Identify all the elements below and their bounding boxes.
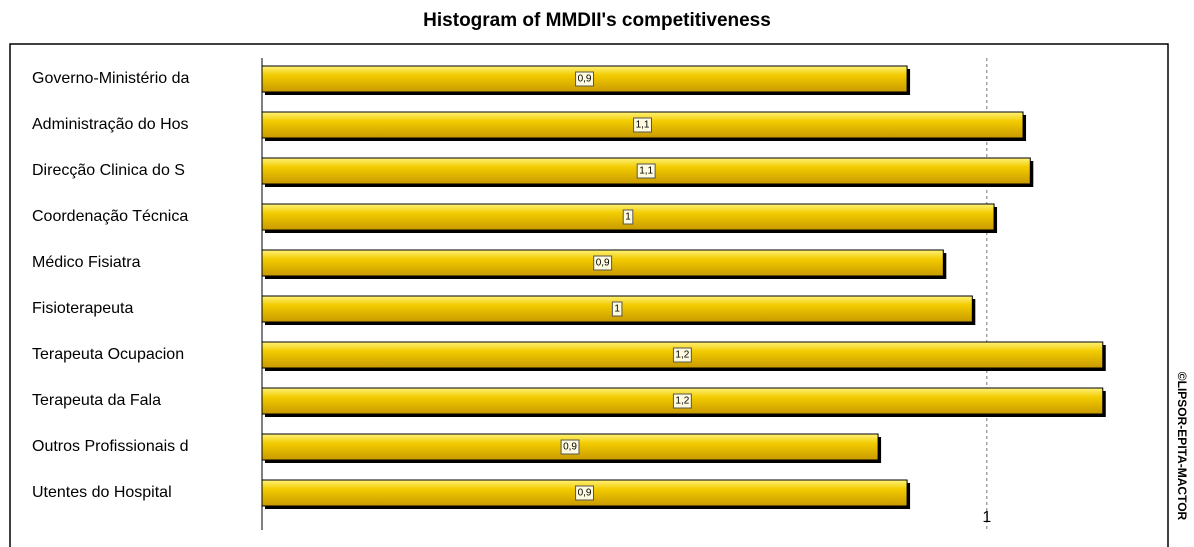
- category-label: Terapeuta Ocupacion: [32, 346, 184, 363]
- value-label: 0,9: [563, 442, 577, 453]
- value-label: 1,1: [636, 120, 650, 131]
- category-label: Coordenação Técnica: [32, 208, 188, 225]
- chart-title: Histogram of MMDII's competitiveness: [423, 10, 771, 31]
- value-label: 0,9: [578, 488, 592, 499]
- plot-frame: [9, 43, 1169, 547]
- value-label-box: [611, 301, 623, 317]
- category-label: Direcção Clinica do S: [32, 162, 185, 179]
- value-label: 0,9: [578, 74, 592, 85]
- value-label-box: [672, 393, 692, 409]
- value-label-box: [672, 347, 692, 363]
- category-label: Fisioterapeuta: [32, 300, 133, 317]
- value-label: 1,2: [675, 350, 689, 361]
- value-label: 1: [614, 304, 620, 315]
- value-label-box: [636, 163, 656, 179]
- value-label: 0,9: [596, 258, 610, 269]
- value-label-box: [560, 439, 580, 455]
- value-label-box: [593, 255, 613, 271]
- x-tick-label: 1: [982, 509, 991, 526]
- value-label-box: [575, 485, 594, 501]
- category-label: Médico Fisiatra: [32, 254, 141, 271]
- value-label-box: [575, 71, 594, 87]
- value-label-box: [622, 209, 634, 225]
- category-label: Utentes do Hospital: [32, 484, 172, 501]
- watermark: ©LIPSOR-EPITA-MACTOR: [1175, 372, 1189, 521]
- category-label: Terapeuta da Fala: [32, 392, 161, 409]
- category-label: Governo-Ministério da: [32, 70, 190, 87]
- value-label: 1,1: [639, 166, 653, 177]
- category-label: Outros Profissionais d: [32, 438, 189, 455]
- value-label: 1,2: [675, 396, 689, 407]
- value-label: 1: [625, 212, 631, 223]
- value-label-box: [633, 117, 652, 133]
- category-label: Administração do Hos: [32, 116, 189, 133]
- bar: [261, 157, 1031, 185]
